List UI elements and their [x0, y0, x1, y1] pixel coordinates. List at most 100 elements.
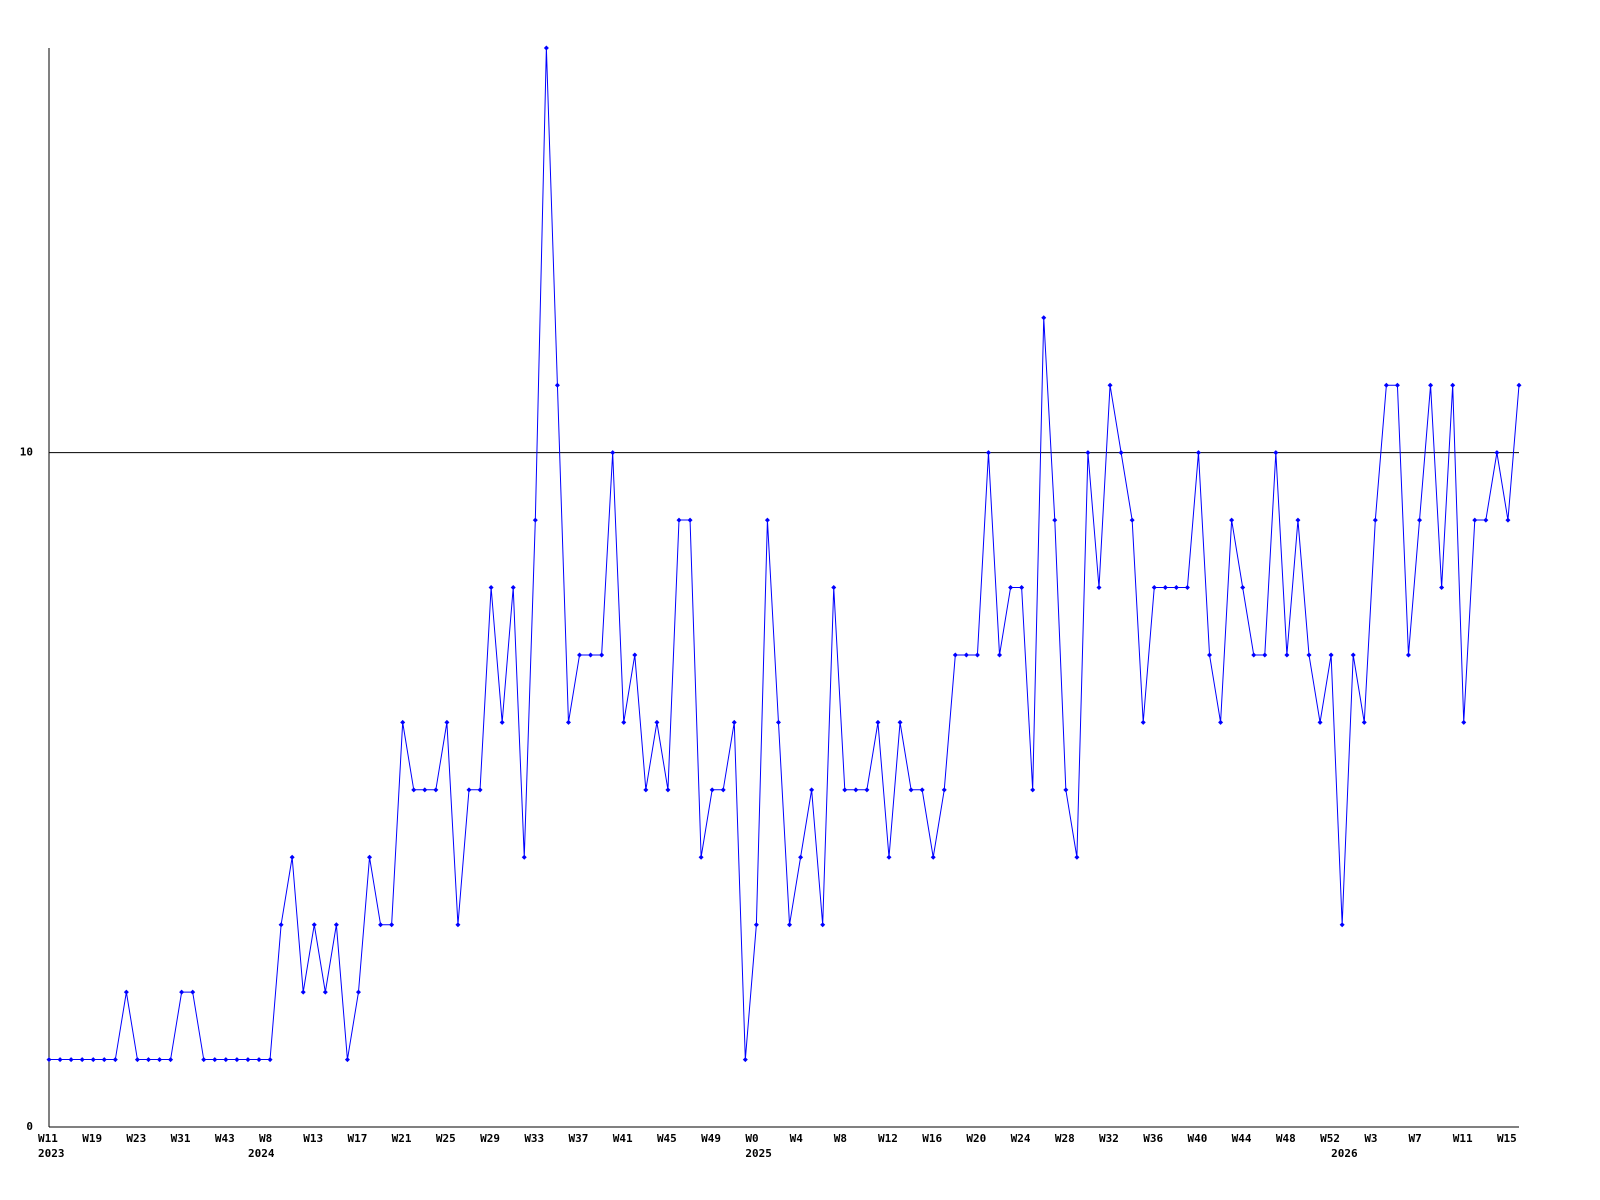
point	[444, 719, 450, 725]
point	[908, 787, 914, 793]
point	[289, 854, 295, 860]
point	[665, 787, 671, 793]
x-tick-label: W21	[392, 1132, 412, 1145]
point	[963, 652, 969, 658]
point	[643, 787, 649, 793]
point	[764, 517, 770, 523]
point	[223, 1057, 229, 1063]
line	[49, 47, 1520, 1061]
point	[1019, 585, 1025, 590]
x-tick-label: W3	[1364, 1132, 1377, 1145]
point	[1405, 652, 1411, 658]
point	[433, 787, 439, 793]
point	[179, 989, 185, 995]
point	[1361, 719, 1367, 725]
point	[731, 719, 737, 725]
x-tick-label: W0	[745, 1132, 758, 1145]
point	[886, 854, 892, 860]
point	[1328, 652, 1334, 658]
point	[554, 382, 560, 388]
point	[1284, 652, 1290, 658]
point	[134, 1057, 140, 1063]
point	[367, 854, 373, 860]
point	[820, 922, 826, 928]
point	[753, 922, 759, 928]
point	[997, 652, 1003, 658]
point	[709, 787, 715, 793]
point	[355, 989, 361, 995]
point	[1240, 585, 1246, 590]
x-tick-label: W16	[922, 1132, 942, 1145]
x-tick-label: W11	[38, 1132, 58, 1145]
point	[775, 719, 781, 725]
x-tick-label: W45	[657, 1132, 677, 1145]
point	[79, 1057, 85, 1063]
x-year-label: 2024	[248, 1147, 275, 1160]
point	[698, 854, 704, 860]
point	[654, 719, 660, 725]
point	[1372, 517, 1378, 523]
point	[322, 989, 328, 995]
point	[212, 1057, 218, 1063]
point	[1229, 517, 1235, 523]
x-tick-label: W19	[82, 1132, 102, 1145]
point	[499, 719, 505, 725]
point	[411, 787, 417, 793]
x-tick-label: W20	[966, 1132, 986, 1145]
point	[985, 450, 991, 456]
x-year-label: 2025	[745, 1147, 772, 1160]
point	[1207, 652, 1213, 658]
point	[1350, 652, 1356, 658]
x-tick-label: W8	[834, 1132, 847, 1145]
point	[809, 787, 815, 793]
point	[952, 652, 958, 658]
point	[267, 1057, 273, 1063]
point	[234, 1057, 240, 1063]
point	[974, 652, 980, 658]
point	[1008, 585, 1014, 590]
point	[333, 922, 339, 928]
point	[1162, 585, 1168, 590]
point	[1450, 382, 1456, 388]
x-tick-label: W8	[259, 1132, 272, 1145]
point	[311, 922, 317, 928]
point	[610, 450, 616, 456]
x-tick-label: W52	[1320, 1132, 1340, 1145]
point	[842, 787, 848, 793]
point	[1195, 450, 1201, 456]
point	[1428, 382, 1434, 388]
x-tick-label: W28	[1055, 1132, 1075, 1145]
point	[123, 989, 129, 995]
point	[1461, 719, 1467, 725]
point	[930, 854, 936, 860]
point	[543, 45, 549, 51]
point	[676, 517, 682, 523]
x-tick-label: W4	[790, 1132, 804, 1145]
x-tick-label: W29	[480, 1132, 500, 1145]
point	[1140, 719, 1146, 725]
x-tick-label: W44	[1232, 1132, 1252, 1145]
y-tick-label: 10	[20, 446, 33, 459]
point	[157, 1057, 163, 1063]
point	[1439, 585, 1445, 590]
point	[1417, 517, 1423, 523]
point	[565, 719, 571, 725]
point	[1295, 517, 1301, 523]
x-tick-label: W15	[1497, 1132, 1517, 1145]
point	[941, 787, 947, 793]
point	[510, 585, 516, 590]
point	[344, 1057, 350, 1063]
point	[201, 1057, 207, 1063]
point	[46, 1057, 52, 1063]
point	[90, 1057, 96, 1063]
point	[145, 1057, 151, 1063]
point	[477, 787, 483, 793]
point	[300, 989, 306, 995]
point	[521, 854, 527, 860]
point	[1483, 517, 1489, 523]
x-tick-label: W24	[1011, 1132, 1031, 1145]
point	[68, 1057, 74, 1063]
point	[101, 1057, 107, 1063]
point	[1383, 382, 1389, 388]
point	[853, 787, 859, 793]
